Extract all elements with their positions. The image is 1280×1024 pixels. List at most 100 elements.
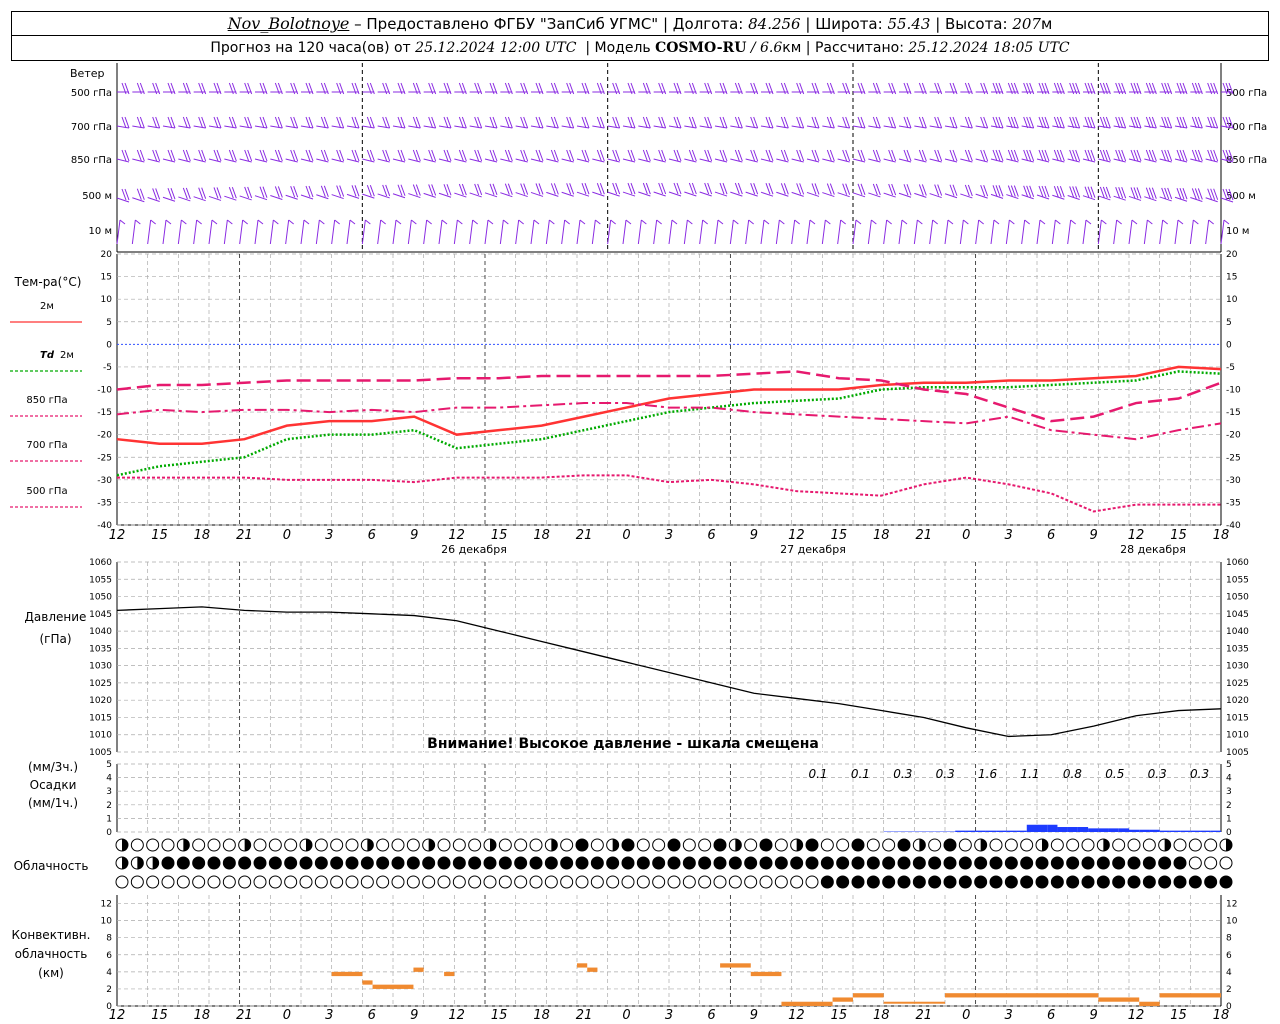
- wind-barb-flag: [826, 116, 832, 129]
- wind-barb-flag: [658, 116, 664, 129]
- wind-barb-flag: [642, 149, 648, 162]
- wind-barb-shaft: [576, 158, 590, 163]
- wind-barb-flag: [489, 116, 495, 129]
- cloud-cover-symbol: [621, 838, 635, 852]
- wind-barb-flag: [1197, 188, 1203, 200]
- cloud-cover-symbol: [130, 875, 144, 889]
- wind-barb-flag: [320, 149, 326, 162]
- wind-barb-flag: [349, 219, 356, 225]
- cloud-cover-symbol: [268, 838, 282, 852]
- wind-barb-flag: [829, 116, 835, 129]
- wind-barb-flag: [581, 82, 587, 95]
- wind-barb-shaft: [116, 158, 130, 163]
- wind-barb-flag: [136, 116, 142, 129]
- pressure-tick-right: 1015: [1226, 713, 1249, 723]
- wind-barb-shaft: [515, 158, 528, 163]
- wind-barb-flag: [673, 182, 679, 195]
- wind-barb-flag: [121, 149, 127, 162]
- wind-barb-flag: [170, 188, 176, 200]
- calc-time: 25.12.2024 18:05 UTC: [908, 40, 1070, 56]
- wind-barb-flag: [860, 183, 866, 195]
- wind-barb-shaft: [408, 193, 421, 199]
- wind-barb-flag: [934, 116, 940, 129]
- pressure-tick-right: 1060: [1226, 558, 1249, 568]
- wind-barb-flag: [1090, 82, 1096, 95]
- temp-tick-right: -10: [1226, 386, 1241, 396]
- clouds-title: Облачность: [13, 859, 89, 873]
- wind-barb-shaft: [576, 125, 590, 129]
- cloud-cover-symbol: [1020, 838, 1034, 852]
- wind-barb-flag: [964, 184, 970, 197]
- time-tick-label-bottom: 3: [325, 1008, 333, 1023]
- wind-barb-shaft: [132, 197, 145, 203]
- wind-barb-flag: [566, 82, 572, 95]
- wind-barb-shaft: [638, 125, 651, 129]
- cloud-cover-symbol: [161, 838, 175, 852]
- wind-barb-flag: [584, 116, 590, 129]
- wind-barb-flag: [446, 184, 452, 196]
- wind-barb-10m: [745, 219, 750, 245]
- wind-barb-flag: [366, 149, 372, 162]
- wind-barb-flag: [139, 82, 145, 95]
- wind-barb-flag: [533, 219, 540, 225]
- wind-barb-flag: [1069, 149, 1075, 162]
- cloud-cover-symbol: [713, 856, 727, 870]
- cloud-cover-symbol: [698, 856, 712, 870]
- wind-barb-flag: [428, 82, 434, 95]
- wind-barb-flag: [1099, 186, 1105, 199]
- cloud-cover-symbol: [207, 838, 221, 852]
- cloud-cover-symbol: [958, 838, 972, 852]
- wind-barb-flag: [385, 82, 391, 95]
- wind-barb-flag: [783, 116, 789, 129]
- precip-bar: [1067, 827, 1078, 832]
- pressure-tick-left: 1045: [89, 610, 112, 620]
- wind-barb-flag: [167, 188, 173, 200]
- temp-series-line: [116, 370, 1222, 477]
- cloud-cover-symbol: [1127, 838, 1141, 852]
- wind-barb-flag: [443, 149, 449, 162]
- cloud-cover-symbol: [575, 875, 589, 889]
- wind-barb-flag: [1013, 116, 1019, 129]
- wind-barb-flag: [932, 219, 938, 225]
- wind-barb-shaft: [806, 158, 820, 163]
- wind-barb-flag: [366, 82, 372, 95]
- wind-barb-flag: [334, 219, 340, 225]
- wind-barb-flag: [658, 149, 664, 162]
- time-tick-label: 0: [283, 528, 291, 543]
- wind-barb-flag: [1102, 149, 1108, 162]
- cloud-cover-symbol: [360, 875, 374, 889]
- wind-barb-shaft: [346, 193, 360, 199]
- precip-bar: [1077, 827, 1089, 832]
- wind-level-label-left: 850 гПа: [71, 155, 112, 166]
- wind-barb-flag: [641, 219, 647, 225]
- wind-barb-flag: [124, 149, 130, 162]
- cloud-cover-symbol: [759, 875, 773, 889]
- wind-barb-flag: [734, 82, 740, 95]
- cloud-cover-symbol: [1142, 856, 1156, 870]
- conv-cloud-bar: [587, 967, 598, 972]
- pressure-line: [116, 606, 1222, 738]
- wind-barb-flag: [734, 182, 740, 195]
- wind-barb-shaft: [254, 125, 268, 129]
- wind-barb-flag: [303, 219, 310, 225]
- time-tick-label-bottom: 9: [1089, 1008, 1097, 1023]
- cloud-cover-symbol: [1127, 856, 1141, 870]
- time-tick-label-bottom: 18: [533, 1008, 550, 1023]
- wind-barb-flag: [382, 184, 388, 197]
- wind-barb-flag: [934, 149, 940, 162]
- wind-barb-shaft: [914, 192, 927, 198]
- cloud-cover-symbol: [1081, 875, 1095, 889]
- wind-barb-shaft: [362, 125, 375, 129]
- wind-barb-flag: [1115, 116, 1121, 129]
- wind-barb-flag: [860, 82, 866, 95]
- cloud-cover-symbol: [1081, 838, 1095, 852]
- pressure-title: Давление: [24, 610, 87, 624]
- cloud-cover-symbol: [575, 838, 589, 852]
- wind-barb-flag: [642, 182, 648, 195]
- wind-barb-shaft: [423, 192, 436, 198]
- wind-barb-flag: [615, 82, 621, 95]
- wind-barb-flag: [809, 219, 816, 225]
- wind-barb-flag: [566, 149, 572, 162]
- wind-barb-flag: [1151, 187, 1157, 199]
- cloud-cover-symbol: [1096, 856, 1110, 870]
